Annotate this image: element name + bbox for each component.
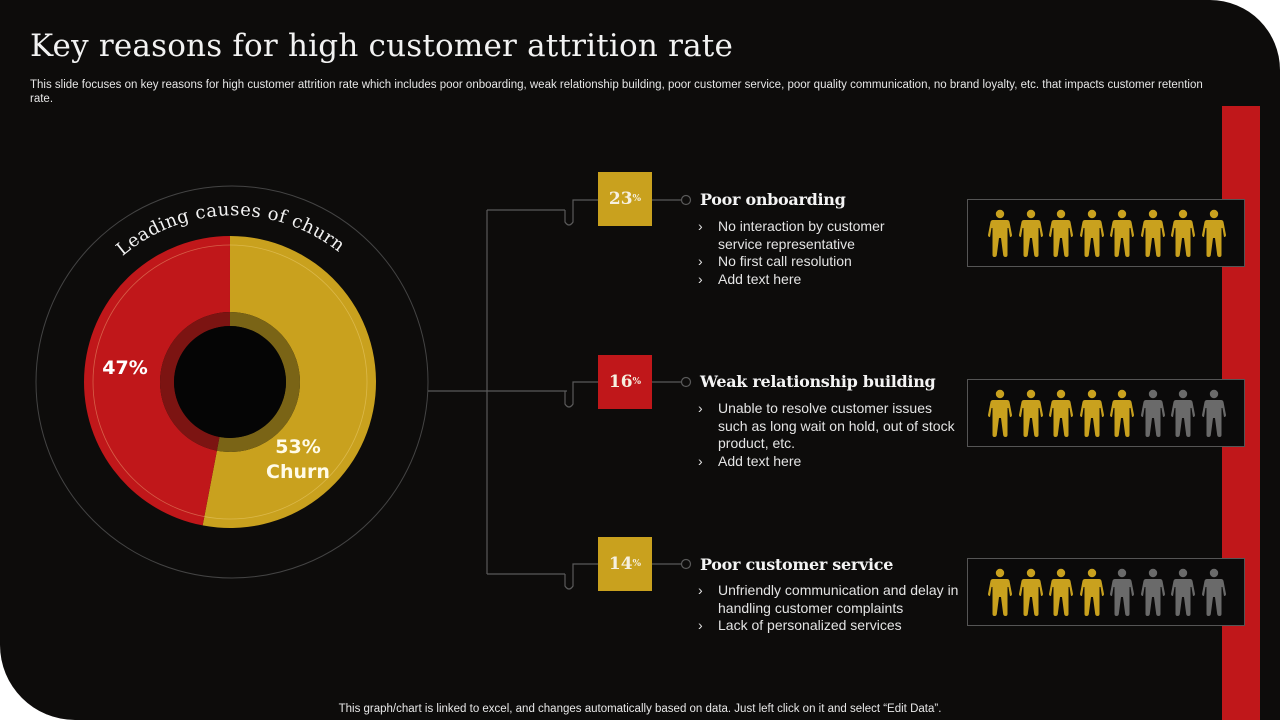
percent-value: 14 xyxy=(608,554,633,574)
pictograph-poor-onboarding xyxy=(967,199,1245,267)
reason-title-poor-onboarding: Poor onboarding xyxy=(700,190,846,209)
reason-bullets-poor-service: Unfriendly communication and delay in ha… xyxy=(698,582,960,635)
bullet-item: Add text here xyxy=(698,271,918,289)
person-icon xyxy=(1201,389,1226,437)
donut-inner-ring-churn xyxy=(216,312,301,452)
person-icon xyxy=(1110,389,1134,437)
person-icon xyxy=(1171,209,1195,257)
percent-value: 16 xyxy=(608,372,633,392)
donut-chart[interactable]: Leading causes of churn 47% 53% Churn xyxy=(33,183,431,581)
person-icon xyxy=(1171,389,1195,437)
person-icon xyxy=(1110,209,1134,257)
person-icon xyxy=(1140,389,1165,437)
person-icon xyxy=(1018,389,1043,437)
person-icon xyxy=(1018,209,1043,257)
person-icon xyxy=(1171,568,1195,616)
person-icon xyxy=(1110,568,1134,616)
reason-bullets-poor-onboarding: No interaction by customer service repre… xyxy=(698,218,918,288)
donut-inner-highlight xyxy=(92,244,368,520)
percent-sign: % xyxy=(632,377,642,387)
person-icon xyxy=(1201,568,1226,616)
percent-sign: % xyxy=(632,194,642,204)
person-icon xyxy=(1049,209,1073,257)
reason-title-poor-service: Poor customer service xyxy=(700,555,894,574)
pictograph-weak-relationship xyxy=(967,379,1245,447)
person-icon xyxy=(1079,209,1104,257)
donut-svg: Leading causes of churn 47% 53% Churn xyxy=(35,185,429,579)
person-icon xyxy=(988,209,1012,257)
page-title: Key reasons for high customer attrition … xyxy=(30,28,734,64)
person-icon xyxy=(1140,568,1165,616)
percent-box-poor-onboarding: 23% xyxy=(598,172,652,226)
bullet-item: Lack of personalized services xyxy=(698,617,960,635)
donut-hole xyxy=(174,326,286,438)
donut-slice-churn[interactable] xyxy=(202,236,377,528)
bullet-item: No interaction by customer service repre… xyxy=(698,218,918,253)
bullet-item: Unable to resolve customer issues such a… xyxy=(698,400,958,453)
person-icon xyxy=(1079,568,1104,616)
percent-box-weak-relationship: 16% xyxy=(598,355,652,409)
donut-label-churn-text: Churn xyxy=(266,461,330,483)
footer-note: This graph/chart is linked to excel, and… xyxy=(338,703,942,715)
bullet-item: No first call resolution xyxy=(698,253,918,271)
person-icon xyxy=(1018,568,1043,616)
page-subtitle: This slide focuses on key reasons for hi… xyxy=(30,79,1203,105)
person-icon xyxy=(988,389,1012,437)
pictograph-poor-service xyxy=(967,558,1245,626)
person-icon xyxy=(1049,389,1073,437)
donut-label-churn-value: 53% xyxy=(275,436,320,458)
person-icon xyxy=(1079,389,1104,437)
donut-slice-other[interactable] xyxy=(84,236,230,526)
reason-title-weak-relationship: Weak relationship building xyxy=(700,372,936,391)
bullet-item: Add text here xyxy=(698,453,958,471)
reason-bullets-weak-relationship: Unable to resolve customer issues such a… xyxy=(698,400,958,470)
bullet-item: Unfriendly communication and delay in ha… xyxy=(698,582,960,617)
donut-inner-ring-other xyxy=(160,312,230,451)
donut-label-other: 47% xyxy=(102,357,147,379)
percent-box-poor-service: 14% xyxy=(598,537,652,591)
person-icon xyxy=(1201,209,1226,257)
person-icon xyxy=(988,568,1012,616)
percent-value: 23 xyxy=(608,189,633,209)
person-icon xyxy=(1049,568,1073,616)
outer-ring xyxy=(35,185,429,579)
percent-sign: % xyxy=(632,559,642,569)
person-icon xyxy=(1140,209,1165,257)
